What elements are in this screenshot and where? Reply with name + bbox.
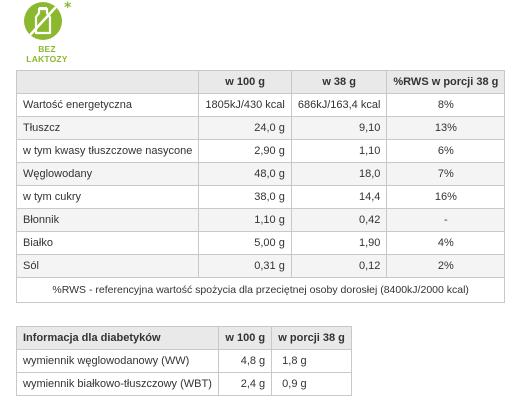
- row-rws: 16%: [386, 185, 506, 209]
- row-per100: 24,0 g: [198, 116, 292, 140]
- row-per100: 2,90 g: [198, 139, 292, 163]
- header-per100: w 100 g: [218, 326, 273, 350]
- header-rws: %RWS w porcji 38 g: [386, 70, 506, 94]
- footnote-row: %RWS - referencyjna wartość spożycia dla…: [15, 277, 506, 303]
- header-portion: w porcji 38 g: [271, 326, 352, 350]
- table-row: Sól 0,31 g 0,12 2%: [15, 254, 506, 278]
- row-portion: 1,8 g: [271, 349, 352, 373]
- row-per38: 18,0: [290, 162, 388, 186]
- table-row: wymiennik węglowodanowy (WW) 4,8 g 1,8 g: [15, 349, 352, 373]
- row-per100: 0,31 g: [198, 254, 292, 278]
- nutrition-table: w 100 g w 38 g %RWS w porcji 38 g Wartoś…: [15, 70, 506, 303]
- lactose-free-badge: * BEZ LAKTOZY: [22, 0, 72, 64]
- table-row: Błonnik 1,10 g 0,42 -: [15, 208, 506, 232]
- table-row: Wartość energetyczna 1805kJ/430 kcal 686…: [15, 93, 506, 117]
- table-row: w tym cukry 38,0 g 14,4 16%: [15, 185, 506, 209]
- svg-text:*: *: [64, 0, 72, 16]
- lactose-free-milk-bottle-icon: *: [24, 0, 72, 40]
- row-label: Węglowodany: [15, 162, 200, 186]
- row-label: Sól: [15, 254, 200, 278]
- row-per100: 48,0 g: [198, 162, 292, 186]
- row-label: wymiennik białkowo-tłuszczowy (WBT): [15, 372, 220, 396]
- table-row: Białko 5,00 g 1,90 4%: [15, 231, 506, 255]
- header-diabetic-info: Informacja dla diabetyków: [15, 326, 220, 350]
- badge-text: BEZ LAKTOZY: [26, 44, 68, 64]
- table-row: w tym kwasy tłuszczowe nasycone 2,90 g 1…: [15, 139, 506, 163]
- row-rws: 7%: [386, 162, 506, 186]
- row-rws: -: [386, 208, 506, 232]
- rws-footnote: %RWS - referencyjna wartość spożycia dla…: [15, 277, 506, 303]
- diabetic-info-table: Informacja dla diabetyków w 100 g w porc…: [15, 326, 352, 396]
- header-per38: w 38 g: [290, 70, 388, 94]
- row-label: Tłuszcz: [15, 116, 200, 140]
- header-per100: w 100 g: [198, 70, 292, 94]
- row-per38: 0,12: [290, 254, 388, 278]
- row-portion: 0,9 g: [271, 372, 352, 396]
- row-per100: 5,00 g: [198, 231, 292, 255]
- row-label: Białko: [15, 231, 200, 255]
- row-per100: 4,8 g: [218, 349, 273, 373]
- row-per38: 1,10: [290, 139, 388, 163]
- row-rws: 4%: [386, 231, 506, 255]
- row-rws: 6%: [386, 139, 506, 163]
- row-per100: 1805kJ/430 kcal: [198, 93, 292, 117]
- row-per38: 9,10: [290, 116, 388, 140]
- row-label: Błonnik: [15, 208, 200, 232]
- row-rws: 13%: [386, 116, 506, 140]
- row-label: w tym kwasy tłuszczowe nasycone: [15, 139, 200, 163]
- row-per38: 1,90: [290, 231, 388, 255]
- row-label: w tym cukry: [15, 185, 200, 209]
- table-row: wymiennik białkowo-tłuszczowy (WBT) 2,4 …: [15, 372, 352, 396]
- row-per100: 2,4 g: [218, 372, 273, 396]
- row-rws: 2%: [386, 254, 506, 278]
- row-rws: 8%: [386, 93, 506, 117]
- nutrition-header-row: w 100 g w 38 g %RWS w porcji 38 g: [15, 70, 506, 94]
- row-label: wymiennik węglowodanowy (WW): [15, 349, 220, 373]
- row-per38: 0,42: [290, 208, 388, 232]
- header-empty: [15, 70, 200, 94]
- table-row: Węglowodany 48,0 g 18,0 7%: [15, 162, 506, 186]
- row-per38: 686kJ/163,4 kcal: [290, 93, 388, 117]
- row-label: Wartość energetyczna: [15, 93, 200, 117]
- diabetic-header-row: Informacja dla diabetyków w 100 g w porc…: [15, 326, 352, 350]
- row-per100: 1,10 g: [198, 208, 292, 232]
- row-per100: 38,0 g: [198, 185, 292, 209]
- table-row: Tłuszcz 24,0 g 9,10 13%: [15, 116, 506, 140]
- row-per38: 14,4: [290, 185, 388, 209]
